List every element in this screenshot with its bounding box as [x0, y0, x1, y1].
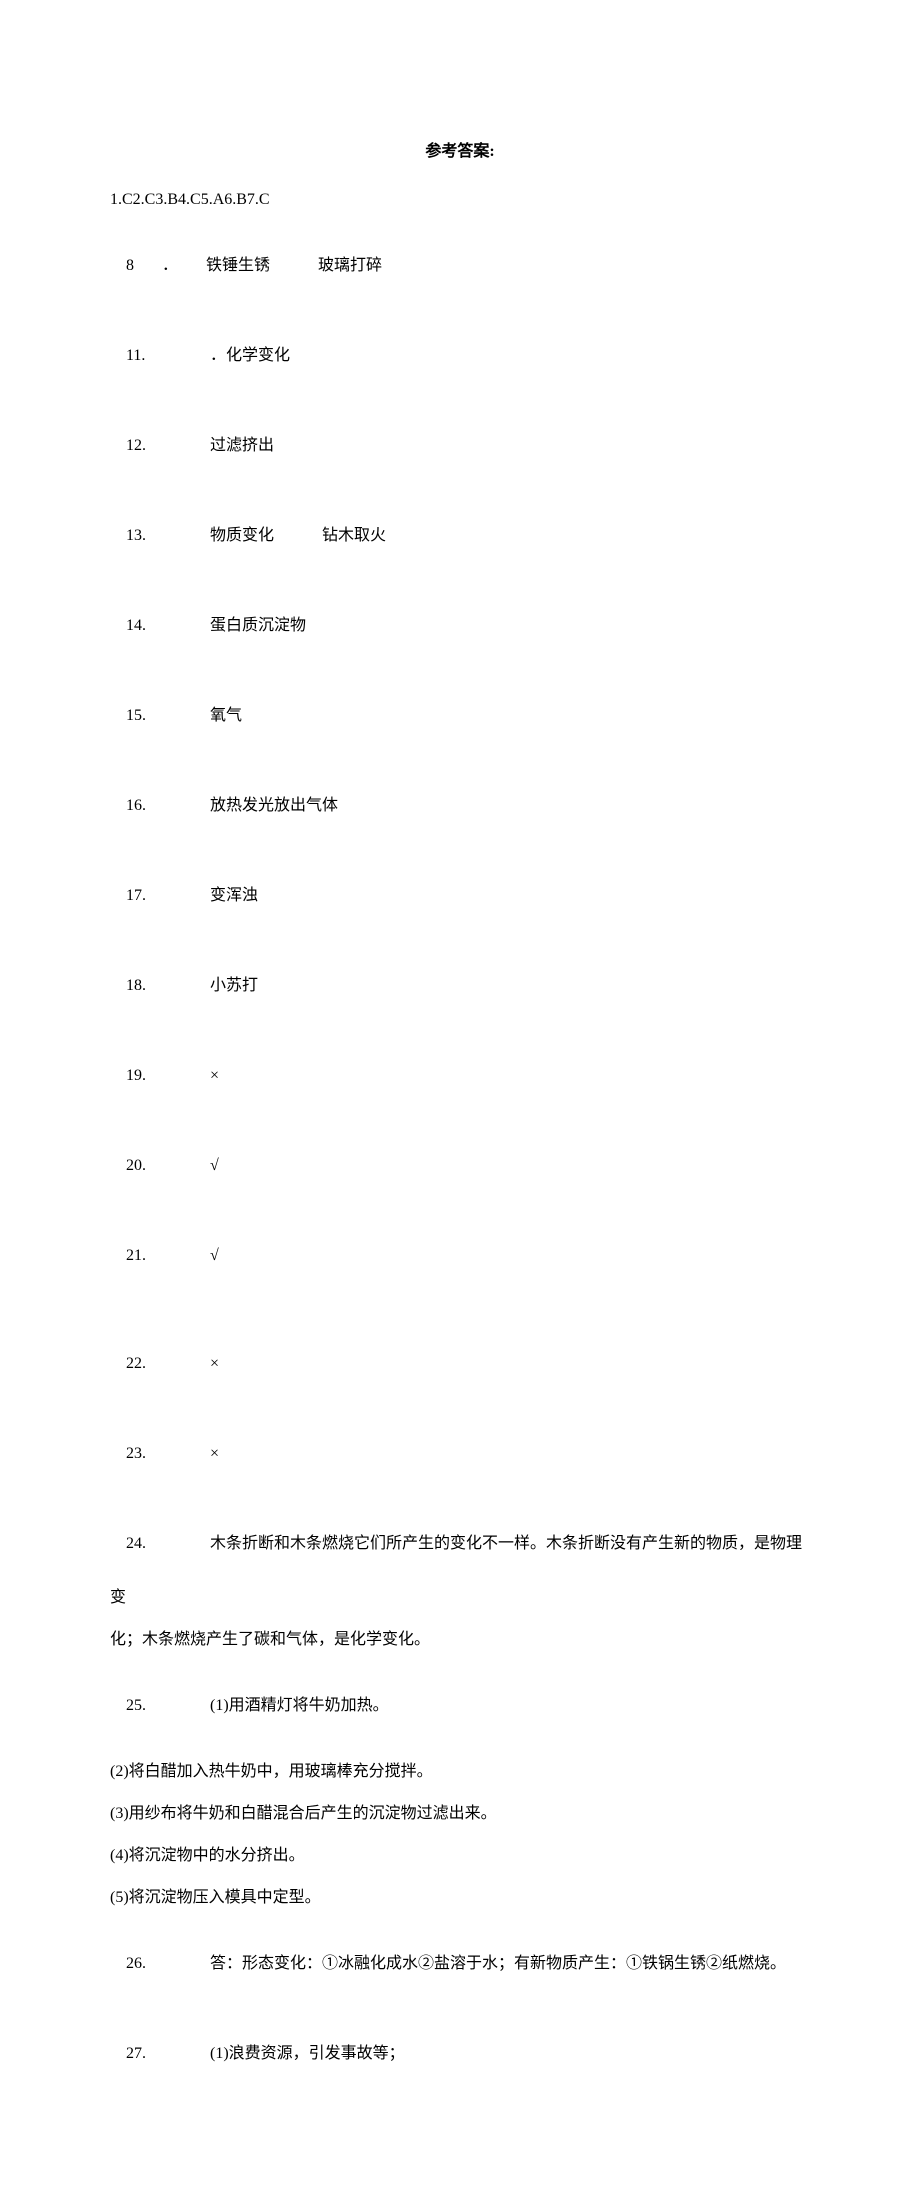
answer-number: 20. [126, 1154, 162, 1178]
answer-text: (1)浪费资源，引发事故等； [210, 2045, 405, 2062]
answer-text: 过滤挤出 [210, 437, 274, 454]
answer-line-25: 25. (1)用酒精灯将牛奶加热。 [110, 1670, 810, 1742]
document-page: 参考答案: 1.C2.C3.B4.C5.A6.B7.C 8． 铁锤生锈 玻璃打碎 1… [0, 0, 920, 2188]
answer-text: 变浑浊 [210, 887, 258, 904]
dot: ． [162, 257, 178, 274]
answer-line-20: 20. √ [110, 1130, 810, 1202]
answer-text: × [210, 1067, 219, 1084]
answer-line-24a: 24. 木条折断和木条燃烧它们所产生的变化不一样。木条折断没有产生新的物质，是物理 [110, 1508, 810, 1580]
answer-line-27: 27. (1)浪费资源，引发事故等； [110, 2018, 810, 2090]
answer-text: 钻木取火 [322, 527, 386, 544]
answer-number: 17. [126, 884, 162, 908]
blank-gap [110, 1310, 810, 1328]
answer-number: 26. [126, 1952, 162, 1976]
answer-number: 11. [126, 344, 162, 368]
answer-text: 物质变化 [210, 527, 274, 544]
answer-line-11: 11. ．化学变化 [110, 320, 810, 392]
answer-line-24c: 化；木条燃烧产生了碳和气体，是化学变化。 [110, 1628, 810, 1652]
answer-number: 8 [126, 254, 162, 278]
answer-line-13: 13. 物质变化 钻木取火 [110, 500, 810, 572]
answer-number: 25. [126, 1694, 162, 1718]
answer-line-24b: 变 [110, 1586, 810, 1610]
answer-number: 24. [126, 1532, 162, 1556]
answer-line-15: 15. 氧气 [110, 680, 810, 752]
answer-line-8: 8． 铁锤生锈 玻璃打碎 [110, 230, 810, 302]
answer-number: 22. [126, 1352, 162, 1376]
answer-text: 小苏打 [210, 977, 258, 994]
answer-text: 铁锤生锈 [206, 257, 270, 274]
answer-text: 玻璃打碎 [318, 257, 382, 274]
answer-line-22: 22. × [110, 1328, 810, 1400]
answer-number: 21. [126, 1244, 162, 1268]
answer-line-25-2: (2)将白醋加入热牛奶中，用玻璃棒充分搅拌。 [110, 1760, 810, 1784]
answer-number: 19. [126, 1064, 162, 1088]
answer-line-17: 17. 变浑浊 [110, 860, 810, 932]
answer-text: 答：形态变化：①冰融化成水②盐溶于水；有新物质产生：①铁锅生锈②纸燃烧。 [210, 1955, 786, 1972]
answer-number: 13. [126, 524, 162, 548]
answer-number: 12. [126, 434, 162, 458]
answer-number: 14. [126, 614, 162, 638]
answer-line-25-5: (5)将沉淀物压入模具中定型。 [110, 1886, 810, 1910]
answer-line-18: 18. 小苏打 [110, 950, 810, 1022]
answer-line-23: 23. × [110, 1418, 810, 1490]
page-title: 参考答案: [110, 140, 810, 164]
answer-number: 18. [126, 974, 162, 998]
answer-text: × [210, 1445, 219, 1462]
answer-text: 氧气 [210, 707, 242, 724]
answer-number: 15. [126, 704, 162, 728]
answer-text: 木条折断和木条燃烧它们所产生的变化不一样。木条折断没有产生新的物质，是物理 [210, 1535, 802, 1552]
answer-line-25-4: (4)将沉淀物中的水分挤出。 [110, 1844, 810, 1868]
answer-line-19: 19. × [110, 1040, 810, 1112]
answer-text: (1)用酒精灯将牛奶加热。 [210, 1697, 389, 1714]
answer-text: × [210, 1355, 219, 1372]
answer-line-12: 12. 过滤挤出 [110, 410, 810, 482]
answer-line-16: 16. 放热发光放出气体 [110, 770, 810, 842]
answer-text: √ [210, 1157, 219, 1174]
answer-text: √ [210, 1247, 219, 1264]
answer-line-14: 14. 蛋白质沉淀物 [110, 590, 810, 662]
answer-text: 放热发光放出气体 [210, 797, 338, 814]
answer-text: ．化学变化 [210, 347, 290, 364]
answer-number: 23. [126, 1442, 162, 1466]
answer-number: 16. [126, 794, 162, 818]
answer-number: 27. [126, 2042, 162, 2066]
answer-line-1: 1.C2.C3.B4.C5.A6.B7.C [110, 188, 810, 212]
answer-line-25-3: (3)用纱布将牛奶和白醋混合后产生的沉淀物过滤出来。 [110, 1802, 810, 1826]
answer-text: 蛋白质沉淀物 [210, 617, 306, 634]
answer-line-26: 26. 答：形态变化：①冰融化成水②盐溶于水；有新物质产生：①铁锅生锈②纸燃烧。 [110, 1928, 810, 2000]
answer-line-21: 21. √ [110, 1220, 810, 1292]
